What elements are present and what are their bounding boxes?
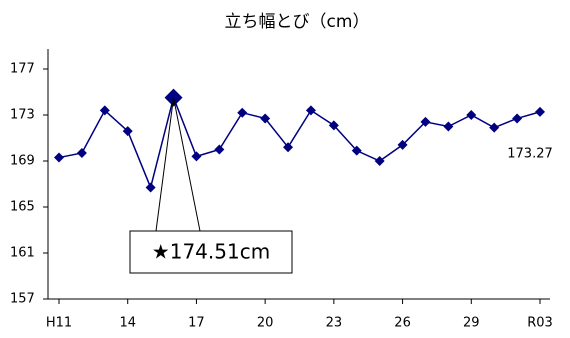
value-label: 173.27 — [507, 146, 553, 161]
x-tick-label: H11 — [46, 316, 72, 331]
marker — [99, 105, 110, 116]
marker — [237, 107, 248, 118]
marker — [283, 142, 294, 153]
callout-box — [129, 230, 293, 274]
value-label: ★174.51cm — [152, 240, 270, 264]
callout-line — [155, 97, 201, 232]
x-tick-label: 14 — [119, 316, 136, 331]
marker — [420, 116, 431, 127]
marker — [397, 139, 408, 150]
x-tick-label: 23 — [326, 316, 343, 331]
marker — [305, 105, 316, 116]
x-tick-label: 26 — [394, 316, 411, 331]
marker — [466, 110, 477, 120]
x-tick-label: 20 — [257, 316, 274, 331]
y-tick-label: 169 — [10, 154, 35, 169]
marker — [214, 144, 225, 155]
x-tick-label: 17 — [188, 316, 205, 331]
marker — [76, 147, 87, 158]
marker — [145, 182, 156, 193]
marker — [512, 113, 523, 124]
x-tick-label: 29 — [463, 316, 480, 331]
marker — [122, 126, 133, 137]
y-tick-label: 165 — [10, 200, 35, 215]
marker — [328, 120, 339, 131]
marker — [260, 113, 271, 124]
series-line — [58, 95, 541, 190]
y-tick-label: 177 — [10, 62, 35, 77]
x-tick-label: R03 — [527, 316, 553, 331]
chart-title: 立ち幅とび（cm） — [225, 12, 370, 32]
y-tick-label: 157 — [10, 292, 35, 307]
marker — [374, 156, 385, 166]
y-tick-label: 161 — [10, 246, 35, 261]
marker — [489, 122, 500, 133]
y-tick-label: 173 — [10, 108, 35, 123]
marker — [351, 145, 362, 156]
label-bg — [500, 142, 560, 163]
marker — [191, 151, 202, 162]
marker — [443, 121, 454, 132]
marker — [54, 152, 64, 163]
marker — [535, 106, 545, 117]
